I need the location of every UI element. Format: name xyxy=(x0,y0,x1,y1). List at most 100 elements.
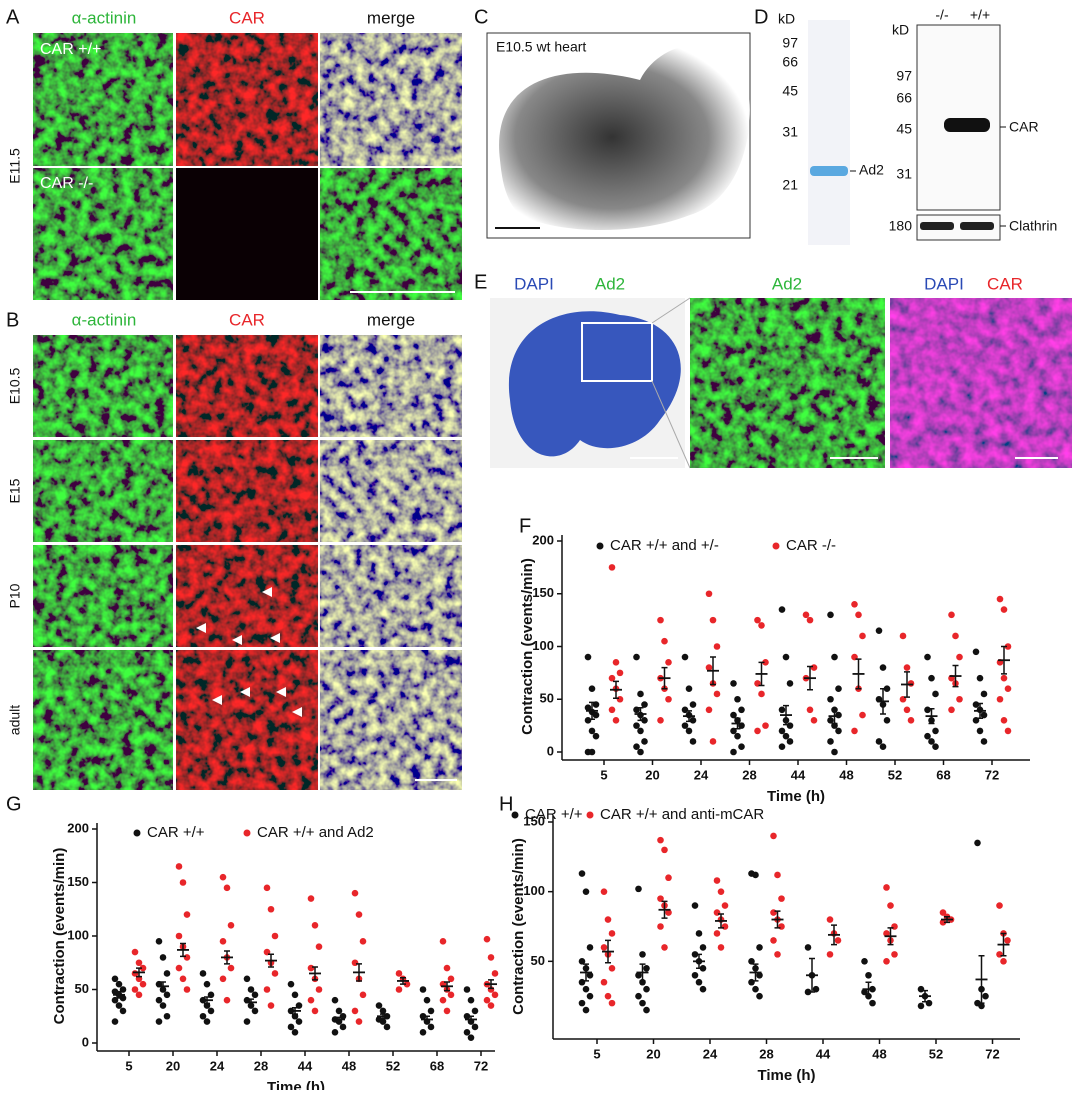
error-bar xyxy=(613,680,619,699)
error-bar xyxy=(661,900,668,919)
point xyxy=(952,632,959,640)
marker: 66 xyxy=(896,90,912,106)
point xyxy=(379,1018,387,1025)
stage-label: E11.5 xyxy=(7,148,23,184)
point xyxy=(665,909,672,916)
column-label: α-actinin xyxy=(72,310,137,329)
point xyxy=(183,986,191,993)
image xyxy=(33,168,173,300)
zoom-line xyxy=(651,380,691,469)
image xyxy=(33,650,173,790)
point xyxy=(582,888,590,895)
point xyxy=(778,706,786,714)
point xyxy=(827,738,834,745)
point xyxy=(851,727,858,735)
point xyxy=(351,1007,359,1015)
error-bar xyxy=(774,910,781,929)
panel-label: A xyxy=(6,6,20,28)
point xyxy=(827,717,834,724)
point xyxy=(271,932,279,940)
point xyxy=(267,1002,275,1009)
point xyxy=(179,879,187,886)
zoom-line xyxy=(651,297,691,324)
point xyxy=(616,695,624,703)
x-tick-label: 44 xyxy=(298,1058,313,1073)
point xyxy=(835,711,842,719)
panel-label: H xyxy=(499,793,513,815)
point xyxy=(311,922,319,929)
point xyxy=(419,986,427,993)
column-label: CAR xyxy=(229,310,265,329)
point xyxy=(331,996,339,1004)
error-bar xyxy=(1000,932,1007,957)
point xyxy=(331,1029,339,1036)
x-tick-label: 24 xyxy=(694,767,709,782)
point xyxy=(859,632,866,640)
point xyxy=(917,985,925,993)
point xyxy=(251,991,259,999)
point xyxy=(685,727,693,735)
error-bar xyxy=(734,717,741,730)
point xyxy=(752,985,759,993)
point xyxy=(608,674,616,682)
point xyxy=(359,938,367,945)
point xyxy=(243,975,251,983)
point xyxy=(291,991,299,999)
image-label: DAPI xyxy=(924,274,964,293)
point xyxy=(770,937,777,944)
point xyxy=(730,748,737,756)
point xyxy=(584,704,592,711)
point xyxy=(689,717,697,724)
x-tick-label: 28 xyxy=(759,1046,773,1061)
image xyxy=(320,33,462,166)
panel-label: B xyxy=(6,309,19,331)
point xyxy=(782,732,790,740)
point xyxy=(661,846,668,854)
point xyxy=(770,832,777,840)
point xyxy=(600,888,608,895)
point xyxy=(826,951,834,958)
marker: 180 xyxy=(889,218,913,234)
point xyxy=(139,964,147,972)
point xyxy=(907,680,915,687)
error-bar xyxy=(380,1013,386,1020)
point xyxy=(315,943,323,950)
error-bar xyxy=(952,664,959,688)
point xyxy=(600,978,608,986)
x-tick-label: 72 xyxy=(985,1046,999,1061)
point xyxy=(423,996,431,1004)
point xyxy=(665,695,672,703)
point xyxy=(159,1002,167,1009)
point xyxy=(851,601,858,608)
image xyxy=(176,440,318,542)
point xyxy=(463,1012,471,1020)
point xyxy=(917,1002,925,1010)
error-bar xyxy=(865,981,872,997)
panel-label: F xyxy=(519,515,531,537)
y-tick-label: 150 xyxy=(532,585,554,600)
point xyxy=(778,895,785,902)
point xyxy=(115,1002,123,1009)
point xyxy=(207,1007,215,1015)
point xyxy=(604,992,612,1000)
error-bar xyxy=(978,955,985,1004)
point xyxy=(883,717,891,724)
point xyxy=(119,994,127,1002)
point xyxy=(491,991,499,999)
point xyxy=(713,690,721,698)
panel-label: D xyxy=(754,6,768,28)
point xyxy=(219,938,227,945)
point xyxy=(695,978,703,986)
column-label: merge xyxy=(367,310,415,329)
error-bar xyxy=(718,913,724,929)
unit: kD xyxy=(892,22,909,38)
y-tick-label: 150 xyxy=(523,813,545,828)
heart xyxy=(508,311,681,457)
point xyxy=(812,985,820,993)
point xyxy=(691,902,699,909)
point xyxy=(810,717,818,724)
x-tick-label: 44 xyxy=(816,1046,831,1061)
point xyxy=(689,701,697,708)
row-label: adult xyxy=(7,705,23,735)
x-tick-label: 48 xyxy=(839,767,853,782)
